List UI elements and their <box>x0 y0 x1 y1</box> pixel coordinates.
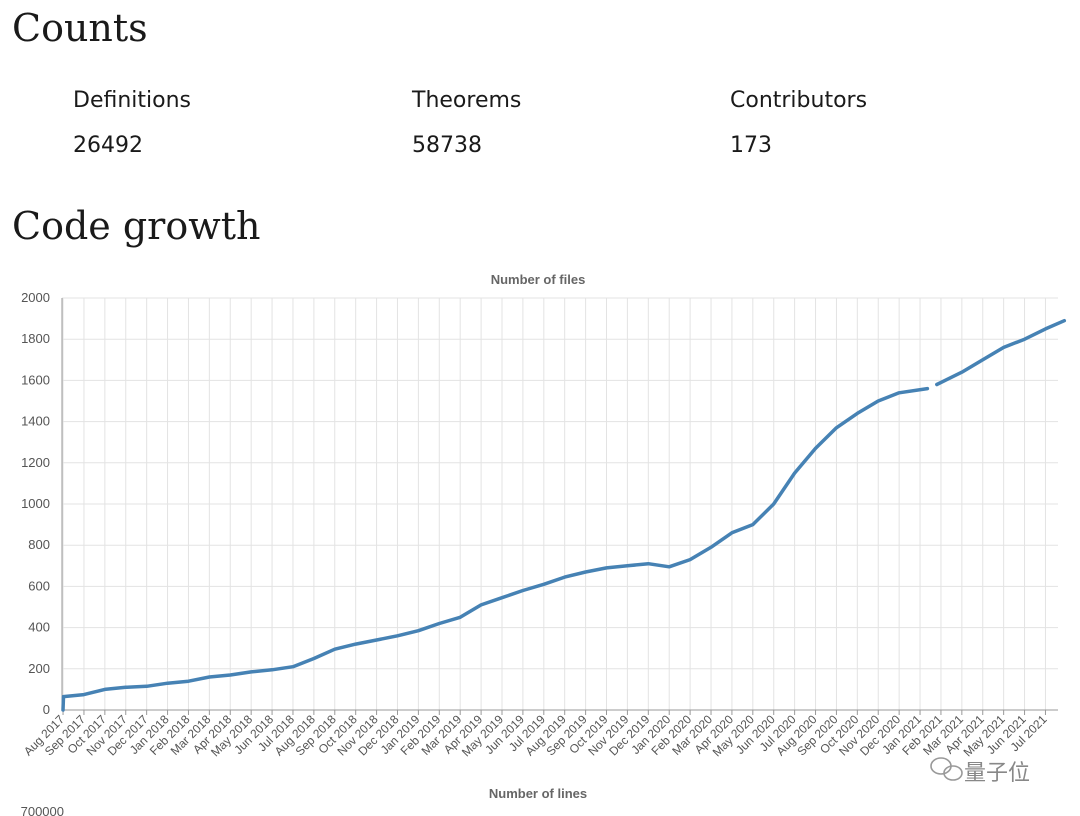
y-tick-label: 600 <box>28 578 50 593</box>
count-contributors: Contributors 173 <box>730 88 867 158</box>
count-definitions: Definitions 26492 <box>73 88 191 158</box>
y-tick-label: 200 <box>28 661 50 676</box>
chart-title: Number of files <box>491 272 586 287</box>
code-growth-heading: Code growth <box>12 204 261 248</box>
wechat-logo-icon <box>930 757 963 781</box>
series-line <box>61 386 930 712</box>
chart-grid <box>62 297 1058 711</box>
count-theorems: Theorems 58738 <box>412 88 521 158</box>
y-tick-label: 1400 <box>21 414 50 429</box>
y-tick-label: 2000 <box>21 290 50 305</box>
y-tick-label: 1600 <box>21 372 50 387</box>
count-value: 26492 <box>73 133 143 158</box>
counts-grid: Definitions 26492 Theorems 58738 Contrib… <box>73 88 973 168</box>
count-value: 173 <box>730 133 772 158</box>
files-chart: Number of files 0 200 400 600 800 1000 1200 140… <box>0 262 1080 816</box>
counts-heading: Counts <box>12 6 148 50</box>
lines-chart-y-tick: 700000 <box>21 804 64 816</box>
count-label: Theorems <box>412 88 522 113</box>
count-value: 58738 <box>412 133 482 158</box>
y-tick-label: 0 <box>43 702 50 717</box>
chart-axes <box>61 298 1058 715</box>
watermark: 量子位 <box>930 757 1030 786</box>
watermark-text: 量子位 <box>964 761 1030 786</box>
lines-chart-title: Number of lines <box>489 786 587 801</box>
y-tick-label: 1200 <box>21 455 50 470</box>
chart-series <box>61 318 1067 712</box>
series-line <box>935 318 1067 387</box>
count-label: Contributors <box>730 88 868 113</box>
y-tick-label: 1800 <box>21 331 50 346</box>
count-label: Definitions <box>73 88 191 113</box>
chart-ticks: 0200400600800100012001400160018002000Aug… <box>21 290 1050 759</box>
y-tick-label: 400 <box>28 620 50 635</box>
y-tick-label: 800 <box>28 537 50 552</box>
files-chart-svg: Number of files 0 200 400 600 800 1000 1200 140… <box>21 272 1067 816</box>
y-tick-label: 1000 <box>21 496 50 511</box>
